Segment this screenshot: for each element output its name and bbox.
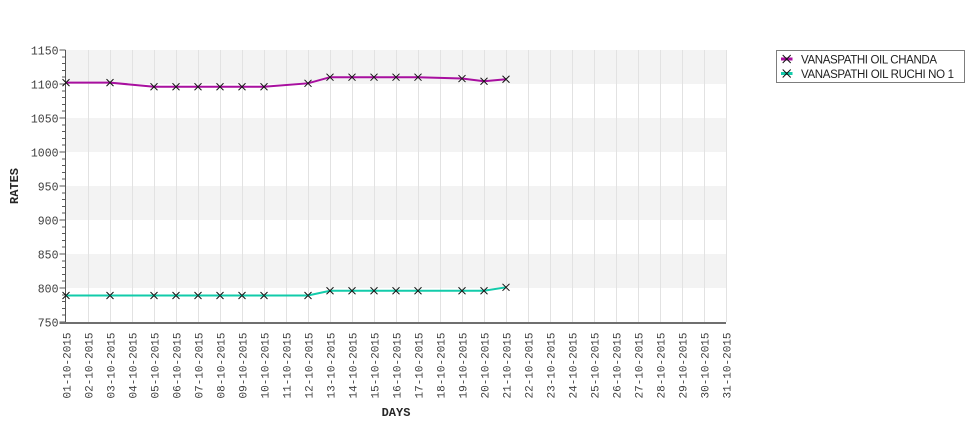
svg-text:900: 900: [38, 216, 59, 229]
svg-text:11-10-2015: 11-10-2015: [283, 332, 295, 398]
svg-text:17-10-2015: 17-10-2015: [415, 332, 427, 398]
svg-text:13-10-2015: 13-10-2015: [327, 332, 339, 398]
svg-text:02-10-2015: 02-10-2015: [85, 332, 97, 398]
svg-text:07-10-2015: 07-10-2015: [195, 332, 207, 398]
svg-text:25-10-2015: 25-10-2015: [591, 332, 603, 398]
svg-text:800: 800: [38, 284, 59, 297]
svg-text:30-10-2015: 30-10-2015: [701, 332, 713, 398]
svg-text:1150: 1150: [31, 46, 59, 59]
svg-text:05-10-2015: 05-10-2015: [151, 332, 163, 398]
svg-text:22-10-2015: 22-10-2015: [525, 332, 537, 398]
svg-text:1000: 1000: [31, 148, 59, 161]
svg-text:28-10-2015: 28-10-2015: [657, 332, 669, 398]
svg-text:31-10-2015: 31-10-2015: [723, 332, 735, 398]
svg-text:26-10-2015: 26-10-2015: [613, 332, 625, 398]
svg-text:12-10-2015: 12-10-2015: [305, 332, 317, 398]
svg-text:08-10-2015: 08-10-2015: [217, 332, 229, 398]
svg-text:DAYS: DAYS: [382, 406, 411, 420]
svg-text:1100: 1100: [31, 80, 59, 93]
svg-text:VANASPATHI OIL CHANDA: VANASPATHI OIL CHANDA: [801, 55, 937, 67]
svg-text:06-10-2015: 06-10-2015: [173, 332, 185, 398]
svg-text:10-10-2015: 10-10-2015: [261, 332, 273, 398]
svg-text:VANASPATHI OIL RUCHI NO 1: VANASPATHI OIL RUCHI NO 1: [801, 69, 954, 81]
svg-text:20-10-2015: 20-10-2015: [481, 332, 493, 398]
svg-text:04-10-2015: 04-10-2015: [129, 332, 141, 398]
svg-text:1050: 1050: [31, 114, 59, 127]
svg-text:15-10-2015: 15-10-2015: [371, 332, 383, 398]
svg-text:14-10-2015: 14-10-2015: [349, 332, 361, 398]
svg-text:750: 750: [38, 318, 59, 331]
svg-text:950: 950: [38, 182, 59, 195]
svg-text:23-10-2015: 23-10-2015: [547, 332, 559, 398]
svg-text:18-10-2015: 18-10-2015: [437, 332, 449, 398]
svg-text:09-10-2015: 09-10-2015: [239, 332, 251, 398]
svg-text:29-10-2015: 29-10-2015: [679, 332, 691, 398]
svg-text:27-10-2015: 27-10-2015: [635, 332, 647, 398]
svg-text:RATES: RATES: [8, 168, 22, 204]
svg-text:01-10-2015: 01-10-2015: [63, 332, 75, 398]
svg-text:16-10-2015: 16-10-2015: [393, 332, 405, 398]
svg-text:24-10-2015: 24-10-2015: [569, 332, 581, 398]
svg-text:21-10-2015: 21-10-2015: [503, 332, 515, 398]
svg-text:03-10-2015: 03-10-2015: [107, 332, 119, 398]
svg-text:850: 850: [38, 250, 59, 263]
svg-text:19-10-2015: 19-10-2015: [459, 332, 471, 398]
